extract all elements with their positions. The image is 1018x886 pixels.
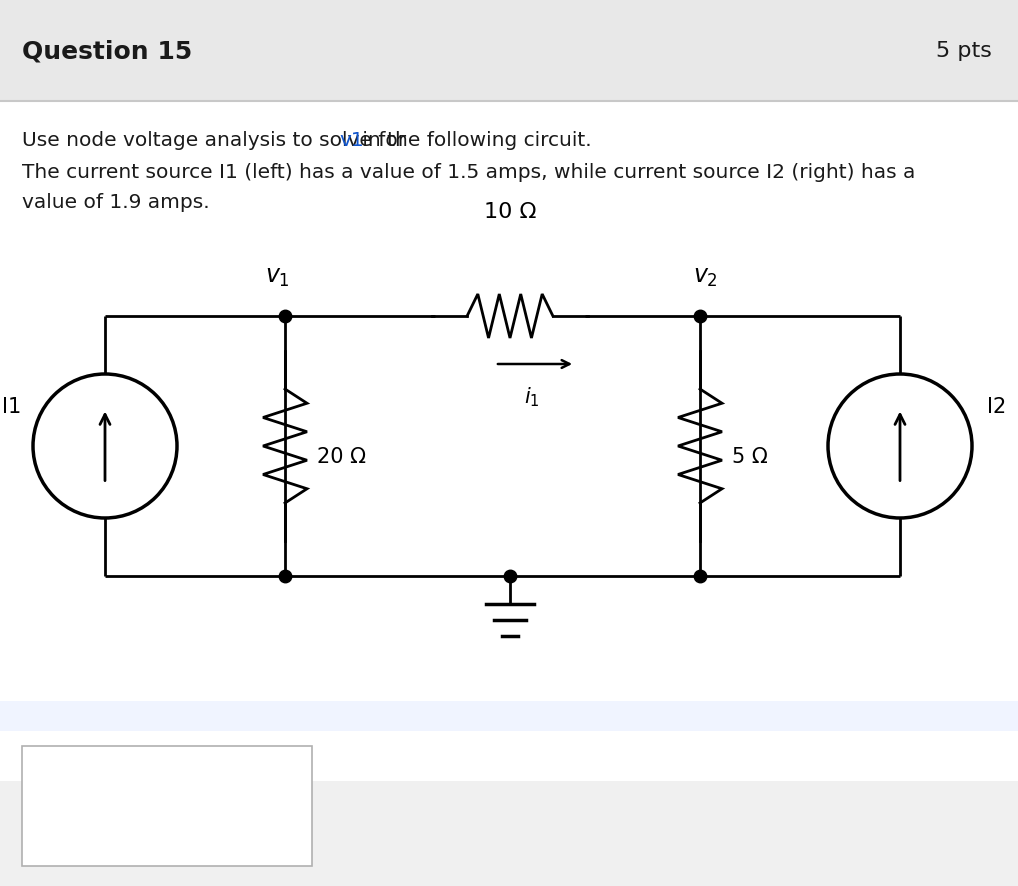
Text: I2: I2 bbox=[987, 397, 1006, 416]
Bar bbox=[0, 701, 1018, 731]
Circle shape bbox=[828, 375, 972, 518]
Text: $v_1$: $v_1$ bbox=[265, 266, 289, 289]
Text: $v_2$: $v_2$ bbox=[692, 266, 718, 289]
Bar bbox=[22, 746, 312, 866]
Bar bbox=[0, 0, 1018, 102]
Text: value of 1.9 amps.: value of 1.9 amps. bbox=[22, 192, 210, 211]
Text: Use node voltage analysis to solve for: Use node voltage analysis to solve for bbox=[22, 131, 412, 151]
Circle shape bbox=[33, 375, 177, 518]
Text: Question 15: Question 15 bbox=[22, 39, 192, 63]
Text: 5 Ω: 5 Ω bbox=[732, 447, 768, 466]
Text: $i_1$: $i_1$ bbox=[524, 385, 540, 408]
Text: in the following circuit.: in the following circuit. bbox=[356, 131, 591, 151]
Text: The current source I1 (left) has a value of 1.5 amps, while current source I2 (r: The current source I1 (left) has a value… bbox=[22, 162, 915, 182]
Bar bbox=[0, 102, 1018, 781]
Text: I1: I1 bbox=[2, 397, 21, 416]
Text: 10 Ω: 10 Ω bbox=[484, 202, 536, 222]
Text: v1: v1 bbox=[340, 131, 364, 151]
Text: 20 Ω: 20 Ω bbox=[317, 447, 366, 466]
Text: 5 pts: 5 pts bbox=[937, 41, 992, 61]
